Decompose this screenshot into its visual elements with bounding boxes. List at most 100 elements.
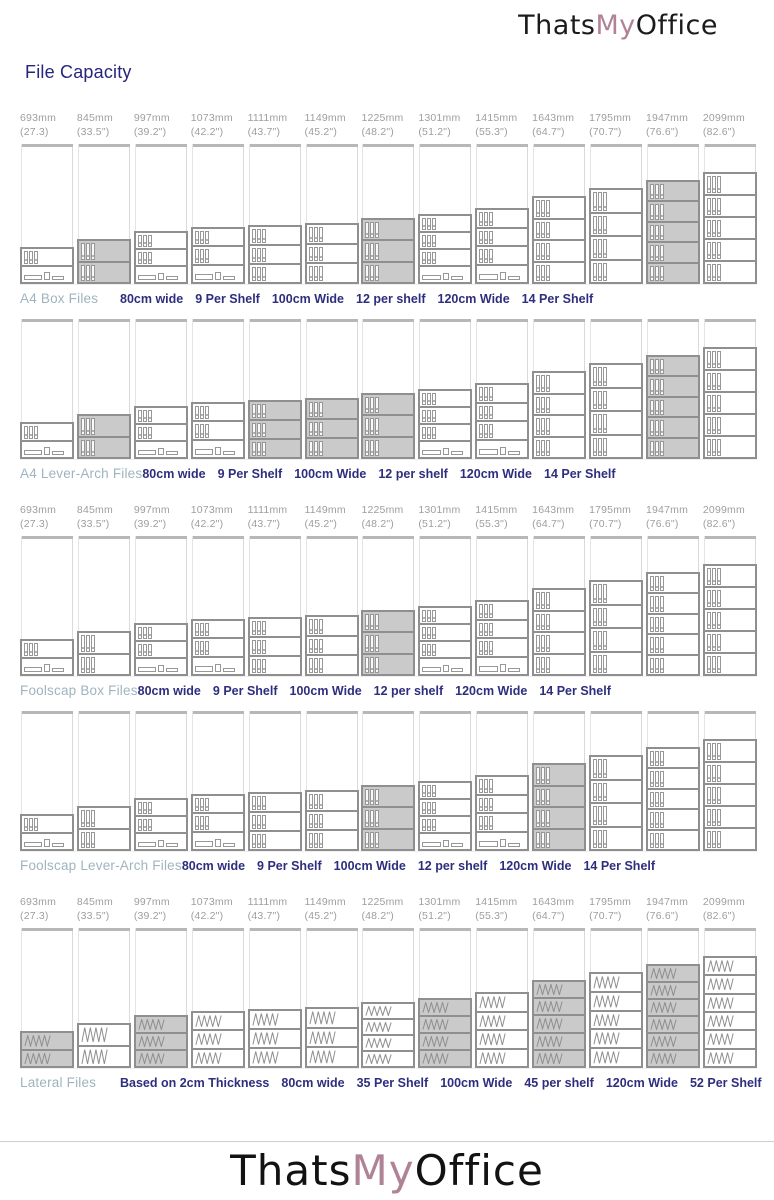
file-spine-icon <box>256 404 261 418</box>
box-file-spines-icon <box>593 390 608 409</box>
shelf-cabinet <box>361 393 416 459</box>
file-spine-icon <box>479 641 484 655</box>
file-spine-icon <box>484 387 489 401</box>
low-tray-icon <box>507 275 520 280</box>
height-mm-text: 997mm <box>133 896 170 908</box>
file-shelf-cell <box>135 423 186 440</box>
drawer-bar-icon <box>422 274 441 280</box>
box-file-spines-icon <box>536 810 551 827</box>
base-items <box>194 269 241 280</box>
shelf-column-1947mm <box>645 319 700 459</box>
file-spine-icon <box>199 406 204 420</box>
base-shelf-cell <box>22 831 72 850</box>
box-file-spines-icon <box>649 204 664 220</box>
base-shelf-cell <box>135 440 186 457</box>
file-spine-icon <box>593 806 598 825</box>
shelf-cabinet <box>76 1023 131 1068</box>
file-spine-icon <box>484 779 489 793</box>
shelf-column-1643mm <box>532 144 587 284</box>
box-file-spines-icon <box>649 576 664 592</box>
shelf-cabinet <box>304 615 359 676</box>
file-spine-icon <box>716 220 721 237</box>
lateral-file-cell <box>249 1028 300 1047</box>
file-spine-icon <box>251 796 256 810</box>
box-file-spines-icon <box>706 656 721 673</box>
shelf-cabinet <box>133 1015 188 1068</box>
height-mm-text: 1415mm <box>475 504 518 516</box>
file-spine-icon <box>654 379 659 395</box>
height-inches-text: (64.7") <box>532 125 565 138</box>
file-spine-icon <box>142 819 147 831</box>
shelf-ghost-outline <box>305 928 358 1068</box>
file-spine-icon <box>256 796 261 810</box>
lateral-files-zigzag-icon <box>252 1032 280 1045</box>
lateral-files-zigzag-icon <box>650 1036 678 1047</box>
file-spine-icon <box>199 424 204 438</box>
file-spine-icon <box>706 831 711 848</box>
section-foolscap-lever-arch-files: Foolscap Lever-Arch Files 80cm wide 9 Per … <box>20 711 757 874</box>
file-spine-icon <box>308 638 313 654</box>
height-mm-text: 845mm <box>76 504 113 516</box>
file-spine-icon <box>29 643 33 656</box>
file-shelf-cell <box>420 608 470 623</box>
file-spine-icon <box>484 622 489 636</box>
file-shelf-cell <box>249 655 300 674</box>
drawer-bar-icon <box>479 274 498 280</box>
file-shelf-cell <box>591 386 642 411</box>
box-file-spines-icon <box>649 184 664 200</box>
file-spine-icon <box>659 184 664 200</box>
file-spine-icon <box>716 612 721 629</box>
shelf-diagram-row <box>20 319 757 460</box>
height-mm-text: 1073mm <box>190 112 233 124</box>
file-spine-icon <box>711 417 716 434</box>
file-spine-icon <box>706 242 711 259</box>
file-spine-icon <box>313 794 318 809</box>
column-height-label: 1225mm (48.2") <box>361 504 415 536</box>
shelf-ghost-outline <box>305 319 358 459</box>
file-spine-icon <box>24 426 28 439</box>
file-spine-icon <box>422 235 427 247</box>
box-file-spines-icon <box>649 637 664 653</box>
file-shelf-cell <box>647 241 698 261</box>
lateral-files-zigzag-icon <box>650 1019 678 1030</box>
lateral-file-cell <box>704 1029 755 1047</box>
box-file-spines-icon <box>536 396 551 413</box>
low-tray-icon <box>52 451 65 455</box>
box-file-spines-icon <box>80 418 95 435</box>
box-file-spines-icon <box>479 424 494 438</box>
height-mm-text: 1073mm <box>190 896 233 908</box>
file-spine-icon <box>80 656 85 673</box>
box-file-spines-icon <box>251 659 266 673</box>
file-spine-icon <box>706 743 711 760</box>
box-file-spines-icon <box>365 810 380 827</box>
lateral-file-cell <box>648 966 698 981</box>
file-shelf-cell <box>477 637 528 656</box>
file-spine-icon <box>90 831 95 848</box>
shelf-column-1111mm <box>247 928 302 1068</box>
caption-segment: 45 per shelf <box>524 1076 594 1090</box>
file-shelf-cell <box>136 800 186 815</box>
box-file-spines-icon <box>536 767 551 784</box>
file-spine-icon <box>318 833 323 849</box>
file-spine-icon <box>251 659 256 673</box>
column-height-label: 1149mm (45.2") <box>305 896 359 928</box>
file-spine-icon <box>34 818 38 831</box>
file-spine-icon <box>489 405 494 419</box>
lateral-files-zigzag-icon <box>479 996 507 1009</box>
file-spine-icon <box>318 619 323 634</box>
file-shelf-cell <box>136 625 186 640</box>
file-spine-icon <box>432 235 437 247</box>
height-inches-text: (33.5") <box>76 125 110 138</box>
box-file-spines-icon <box>593 607 608 626</box>
base-items <box>422 837 468 847</box>
lateral-files-zigzag-icon <box>593 976 621 989</box>
small-box-icon <box>499 838 506 847</box>
box-file-spines-icon <box>536 264 551 281</box>
brand-my: My <box>351 1146 415 1195</box>
box-file-spines-icon <box>251 621 266 635</box>
caption-segment: 12 per shelf <box>373 684 444 698</box>
base-shelf-cell <box>192 438 243 457</box>
base-items <box>24 662 70 672</box>
file-spine-icon <box>659 812 664 828</box>
file-spine-icon <box>29 818 33 831</box>
